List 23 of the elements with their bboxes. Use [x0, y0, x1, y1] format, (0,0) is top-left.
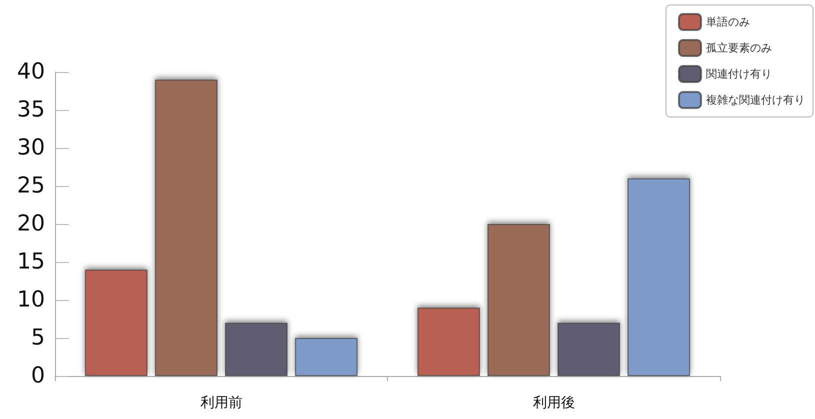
- bar: [154, 80, 218, 376]
- y-tick-label: 40: [17, 60, 45, 84]
- legend-label: 単語のみ: [706, 16, 750, 28]
- y-tick-label: 30: [17, 136, 45, 160]
- bar: [417, 308, 480, 376]
- y-tick-label: 0: [31, 364, 45, 388]
- bar: [84, 270, 148, 376]
- y-tick-label: 35: [17, 98, 45, 122]
- legend-label: 孤立要素のみ: [706, 42, 772, 54]
- y-tick-label: 5: [31, 326, 45, 350]
- bar: [225, 322, 288, 376]
- bar: [558, 322, 620, 376]
- y-tick-label: 15: [17, 250, 45, 274]
- legend-label: 関連付け有り: [706, 68, 772, 80]
- x-tick-label: 利用前: [200, 395, 242, 411]
- legend-label: 複雑な関連付け有り: [706, 94, 805, 106]
- y-tick-label: 20: [17, 212, 45, 236]
- y-tick-label: 10: [17, 288, 45, 312]
- x-tick-label: 利用後: [532, 395, 575, 411]
- bar: [487, 224, 550, 376]
- y-tick-label: 25: [17, 174, 45, 198]
- bar: [628, 178, 690, 376]
- bar: [295, 338, 358, 376]
